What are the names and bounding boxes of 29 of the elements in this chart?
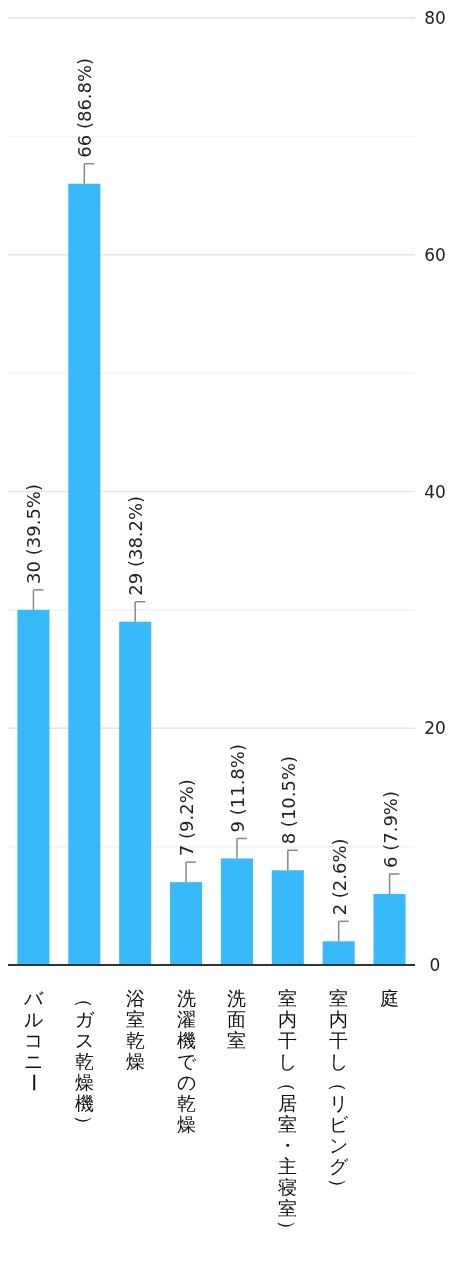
x-tick-label: バルコニー [22,987,45,1092]
data-label: 6 (7.9%) [379,791,401,868]
data-label: 29 (38.2%) [125,495,147,596]
bar [170,882,203,965]
bar [373,893,406,965]
x-tick-label: （ガス乾燥機） [73,989,96,1134]
y-tick-label: 0 [429,955,441,975]
x-tick-label: 洗面室 [227,987,247,1051]
data-label: 2 (2.6%) [328,838,350,916]
category-label: 室内干し（居室・主寝室） [277,987,300,1239]
data-label: 9 (11.8%) [226,744,248,833]
x-tick-label: 洗濯機での乾燥 [176,987,197,1135]
y-tick-label: 80 [424,8,446,28]
bar [119,621,152,965]
bar [322,941,355,965]
data-label: 66 (86.8%) [74,57,96,158]
bar [271,870,304,965]
bar [220,858,253,965]
x-tick-label: 浴室乾燥 [125,987,145,1072]
bar [68,183,101,965]
data-label: 8 (10.5%) [277,755,299,845]
bar [17,609,50,965]
y-tick-label: 40 [424,481,446,502]
category-label: 室内干し（リビング） [328,987,351,1197]
x-tick-label: 庭 [380,987,400,1009]
data-label: 30 (39.5%) [23,484,45,584]
data-label: 7 (9.2%) [176,779,198,857]
y-tick-label: 60 [424,244,446,265]
y-tick-label: 20 [424,718,446,739]
